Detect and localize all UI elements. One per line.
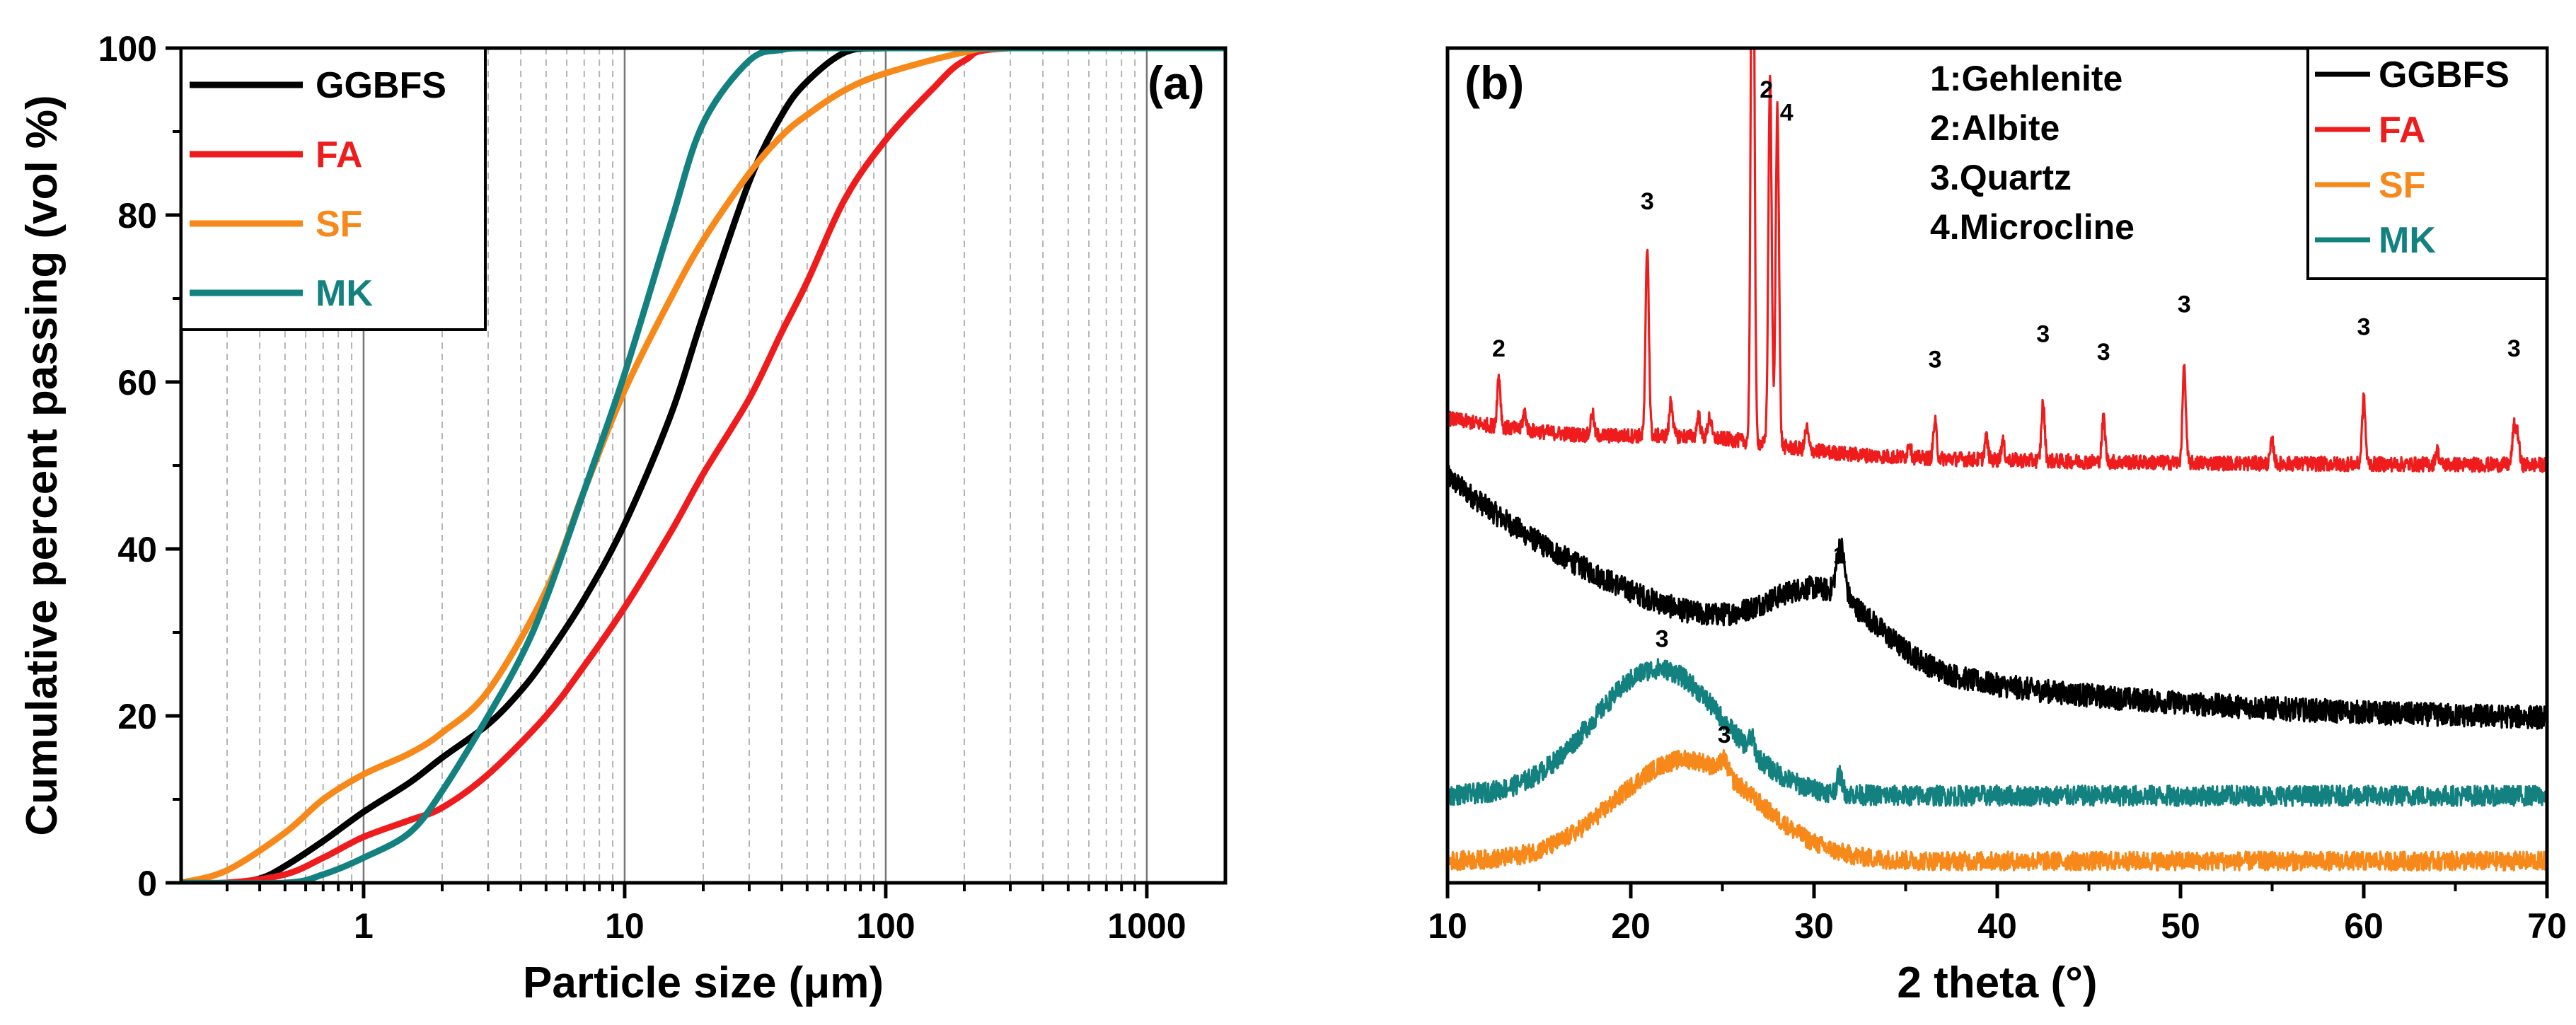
a-x-tick-label-1000: 1000 <box>1107 906 1186 946</box>
b-phase-2: 2:Albite <box>1930 108 2060 148</box>
b-legend-label-fa: FA <box>2379 110 2425 151</box>
b-legend-label-mk: MK <box>2379 220 2436 261</box>
b-peak-label-mk-0: 3 <box>1656 626 1669 653</box>
b-peak-label-fa-0: 2 <box>1492 335 1506 362</box>
b-phase-1: 1:Gehlenite <box>1930 59 2122 98</box>
b-series-group <box>1448 48 2547 872</box>
b-peak-label-fa-1: 3 <box>1641 188 1654 215</box>
a-y-tick-label-40: 40 <box>117 530 157 569</box>
b-peak-label-fa-8: 3 <box>2357 313 2371 340</box>
b-series-line-fa <box>1448 48 2547 473</box>
a-x-tick-label-100: 100 <box>856 906 915 946</box>
a-panel-label: (a) <box>1148 57 1205 109</box>
b-legend-label-ggbfs: GGBFS <box>2379 54 2509 95</box>
a-legend-box <box>180 47 487 331</box>
a-series-line-sf <box>181 48 1225 883</box>
b-legend-label-sf: SF <box>2379 165 2425 206</box>
b-x-tick-label-50: 50 <box>2161 906 2200 946</box>
a-y-tick-label-0: 0 <box>137 864 157 903</box>
a-series-group <box>181 48 1225 883</box>
a-series-line-mk <box>181 48 1225 883</box>
a-y-tick-label-20: 20 <box>117 697 157 736</box>
a-series-line-fa <box>181 48 1225 883</box>
a-y-axis-title: Cumulative percent passing (vol %) <box>18 95 67 835</box>
a-y-tick-label-80: 80 <box>117 196 157 236</box>
b-peak-label-fa-6: 3 <box>2097 339 2110 366</box>
b-x-tick-label-60: 60 <box>2344 906 2384 946</box>
a-x-tick-label-1: 1 <box>354 906 374 946</box>
b-peak-label-fa-3: 4 <box>1780 100 1794 127</box>
a-y-tick-label-100: 100 <box>98 29 157 69</box>
b-peak-label-fa-7: 3 <box>2178 291 2191 318</box>
b-peak-label-fa-2: 2 <box>1760 76 1773 103</box>
b-phase-3: 3.Quartz <box>1930 158 2072 197</box>
b-peak-label-sf-0: 3 <box>1718 722 1731 748</box>
b-legend: GGBFS FA SF MK <box>2306 47 2548 280</box>
b-x-tick-label-20: 20 <box>1611 906 1651 946</box>
a-y-tick-label-60: 60 <box>117 363 157 403</box>
b-x-tick-label-30: 30 <box>1794 906 1834 946</box>
a-grid <box>226 48 1148 883</box>
b-x-tick-label-70: 70 <box>2527 906 2567 946</box>
b-series-line-ggbfs <box>1448 464 2547 730</box>
a-x-tick-label-10: 10 <box>605 906 645 946</box>
a-legend-label-ggbfs: GGBFS <box>316 65 446 106</box>
b-ticks: 10 20 30 40 50 60 70 <box>1428 883 2567 946</box>
b-x-tick-label-40: 40 <box>1977 906 2017 946</box>
b-phase-4: 4.Microcline <box>1930 207 2135 247</box>
b-panel-label: (b) <box>1465 57 1524 109</box>
b-peak-label-fa-9: 3 <box>2507 335 2521 362</box>
a-legend-label-mk: MK <box>316 273 373 314</box>
b-x-axis-title: 2 theta (°) <box>1897 959 2097 1007</box>
b-series-line-sf <box>1448 749 2547 872</box>
b-peak-label-fa-5: 3 <box>2036 321 2050 348</box>
a-legend-label-fa: FA <box>316 134 362 175</box>
b-x-tick-label-10: 10 <box>1428 906 1467 946</box>
a-legend-label-sf: SF <box>316 204 362 245</box>
b-series-line-mk <box>1448 658 2547 807</box>
b-peak-label-ggbfs-0: 1 <box>1833 543 1847 569</box>
a-x-axis-title: Particle size (μm) <box>523 959 884 1007</box>
b-peak-label-fa-4: 3 <box>1928 346 1941 373</box>
b-phase-legend: 1:Gehlenite 2:Albite 3.Quartz 4.Microcli… <box>1930 59 2135 247</box>
panel-a: 1 10 100 1000 0 20 40 60 80 100 (a) Particle size… <box>18 29 1228 1007</box>
a-legend: GGBFS FA SF MK <box>180 47 487 331</box>
a-ticks: 1 10 100 1000 0 20 40 60 80 100 <box>98 29 1186 946</box>
